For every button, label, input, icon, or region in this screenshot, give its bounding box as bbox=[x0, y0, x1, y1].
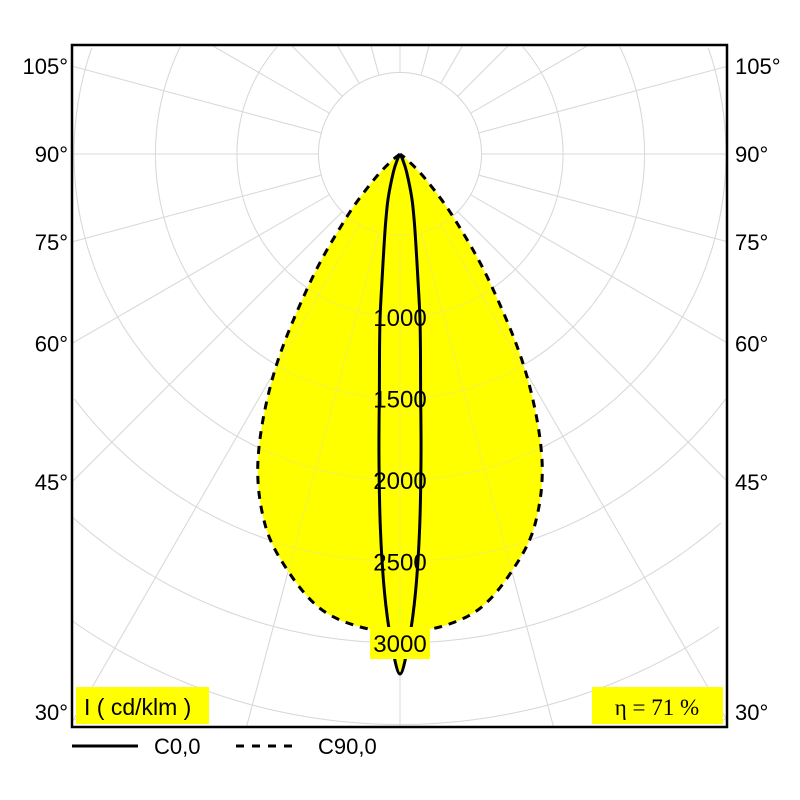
angle-label-right: 105° bbox=[735, 54, 781, 79]
angle-label-left: 60° bbox=[35, 331, 68, 356]
grid-circle bbox=[73, 517, 722, 644]
radial-tick-label: 2500 bbox=[373, 550, 426, 577]
grid-radial-line bbox=[420, 232, 554, 726]
unit-label: I ( cd/klm ) bbox=[84, 694, 191, 720]
legend-c0: C0,0 bbox=[154, 734, 200, 759]
angle-label-left: 30° bbox=[35, 700, 68, 725]
grid-radial-line bbox=[370, 46, 380, 76]
series-fill-C90,0 bbox=[257, 154, 543, 632]
legend: C0,0 C90,0 bbox=[72, 734, 377, 759]
grid-circle bbox=[73, 517, 722, 644]
angle-label-left: 45° bbox=[35, 470, 68, 495]
grid-radial-line bbox=[73, 194, 330, 344]
angle-label-right: 60° bbox=[735, 331, 768, 356]
grid-circle bbox=[318, 72, 482, 236]
radial-tick-label: 3000 bbox=[373, 631, 426, 658]
grid-circle bbox=[73, 620, 720, 725]
radial-tick-bg bbox=[370, 627, 430, 659]
grid-radial-line bbox=[337, 46, 360, 84]
radial-tick-label: 2000 bbox=[373, 468, 426, 495]
grid-radial-line bbox=[291, 46, 343, 97]
grid-radial-line bbox=[478, 174, 726, 242]
grid-radial-line bbox=[246, 232, 380, 726]
grid-radial-line bbox=[470, 194, 726, 343]
angle-label-right: 75° bbox=[735, 230, 768, 255]
grid-radial-line bbox=[478, 66, 726, 134]
grid-circle bbox=[236, 46, 564, 318]
grid-radial-line bbox=[470, 46, 589, 114]
grid-radial-line bbox=[73, 224, 360, 722]
radial-tick-label: 1000 bbox=[373, 305, 426, 332]
grid-radial-line bbox=[73, 211, 343, 482]
grid-radial-line bbox=[440, 224, 726, 720]
angle-label-right: 90° bbox=[735, 142, 768, 167]
angle-label-left: 90° bbox=[35, 142, 68, 167]
grid-radial-line bbox=[440, 46, 463, 84]
grid-radial-line bbox=[420, 46, 430, 76]
grid-radial-line bbox=[478, 174, 726, 242]
angle-label-left: 75° bbox=[35, 230, 68, 255]
grid-radial-line bbox=[420, 46, 430, 76]
grid-radial-line bbox=[73, 174, 322, 243]
grid-radial-line bbox=[73, 65, 322, 134]
unit-label-box: I ( cd/klm ) bbox=[76, 687, 209, 724]
grid-circle bbox=[73, 47, 726, 481]
grid-radial-line bbox=[211, 46, 330, 114]
radial-tick-label: 1500 bbox=[373, 387, 426, 414]
grid-radial-line bbox=[73, 194, 330, 344]
series-line-C0,0 bbox=[377, 153, 423, 676]
angle-label-right: 30° bbox=[735, 700, 768, 725]
grid-radial-line bbox=[73, 65, 322, 134]
grid-radial-line bbox=[337, 46, 360, 84]
efficiency-label: η = 71 % bbox=[615, 695, 699, 720]
grid-radial-line bbox=[470, 46, 589, 114]
grid-radial-line bbox=[457, 211, 726, 481]
grid-circle bbox=[155, 46, 645, 399]
grid-radial-line bbox=[457, 46, 509, 97]
grid-radial-line bbox=[73, 174, 322, 243]
grid-radial-line bbox=[291, 46, 343, 97]
plot-frame bbox=[70, 43, 729, 729]
legend-c90: C90,0 bbox=[318, 734, 377, 759]
grid-circle bbox=[73, 620, 720, 725]
grid-radial-line bbox=[457, 46, 509, 97]
grid-circle bbox=[74, 398, 726, 562]
angle-label-right: 45° bbox=[735, 470, 768, 495]
grid-radial-line bbox=[370, 46, 380, 76]
grid-radial-line bbox=[478, 66, 726, 134]
grid-radial-line bbox=[211, 46, 330, 114]
grid-radial-line bbox=[470, 194, 726, 343]
grid-radial-line bbox=[440, 46, 463, 84]
grid-radial-line bbox=[457, 211, 726, 481]
grid-radial-line bbox=[73, 211, 343, 482]
efficiency-label-box: η = 71 % bbox=[592, 687, 723, 724]
angle-label-left: 105° bbox=[22, 54, 68, 79]
